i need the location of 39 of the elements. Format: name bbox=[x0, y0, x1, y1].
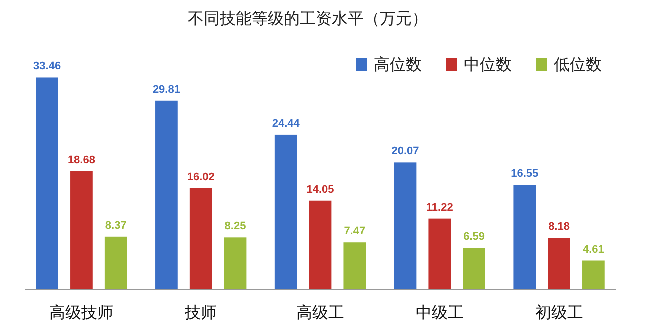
data-label: 4.61 bbox=[582, 244, 604, 256]
data-label: 11.22 bbox=[426, 202, 454, 214]
data-label: 16.55 bbox=[511, 168, 539, 180]
bar bbox=[309, 200, 332, 290]
bar bbox=[394, 162, 417, 290]
x-tick-label: 技师 bbox=[184, 303, 218, 322]
bar bbox=[224, 238, 247, 290]
data-label: 33.46 bbox=[34, 60, 62, 73]
x-tick-label: 初级工 bbox=[535, 303, 584, 322]
bar bbox=[104, 236, 128, 290]
data-label: 14.05 bbox=[306, 184, 334, 196]
data-label: 29.81 bbox=[152, 84, 180, 96]
data-label: 7.47 bbox=[344, 226, 366, 238]
legend-label: 中位数 bbox=[464, 55, 512, 74]
data-label: 18.68 bbox=[68, 154, 96, 166]
legend-label: 低位数 bbox=[554, 55, 602, 74]
bar bbox=[190, 188, 212, 290]
bar bbox=[514, 185, 536, 290]
bar bbox=[36, 78, 58, 290]
bar bbox=[463, 248, 486, 290]
bar bbox=[344, 242, 366, 290]
chart-title: 不同技能等级的工资水平（万元） bbox=[188, 9, 428, 28]
bar bbox=[582, 260, 605, 290]
data-label: 20.07 bbox=[392, 146, 420, 158]
data-label: 8.25 bbox=[224, 220, 246, 233]
bar bbox=[274, 134, 298, 290]
bar bbox=[70, 171, 93, 290]
data-label: 16.02 bbox=[187, 171, 215, 184]
x-tick-label: 中级工 bbox=[416, 303, 464, 322]
x-tick-label: 高级工 bbox=[296, 303, 344, 322]
legend-label: 高位数 bbox=[374, 55, 422, 74]
data-label: 8.37 bbox=[105, 220, 127, 232]
data-label: 6.59 bbox=[464, 231, 486, 244]
bar bbox=[156, 100, 178, 290]
bar bbox=[548, 238, 570, 290]
x-tick-label: 高级技师 bbox=[50, 303, 114, 322]
data-label: 8.18 bbox=[548, 221, 570, 234]
bar bbox=[428, 218, 452, 290]
data-label: 24.44 bbox=[272, 118, 301, 130]
